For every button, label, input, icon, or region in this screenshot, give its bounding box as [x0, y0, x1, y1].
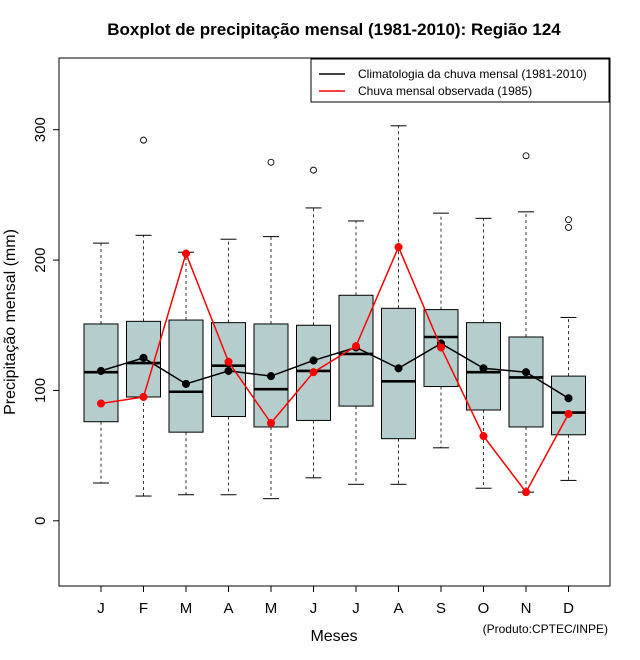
- y-tick-label: 200: [32, 248, 49, 273]
- box: [381, 307, 416, 440]
- observed-point: [181, 249, 191, 258]
- outlier-point: [140, 136, 147, 144]
- climatology-point: [394, 364, 403, 373]
- observed-point: [224, 357, 233, 366]
- legend: Climatologia da chuva mensal (1981-2010)…: [310, 58, 610, 103]
- x-tick-label: A: [223, 600, 233, 617]
- climatology-line: [100, 342, 569, 399]
- product-credit: (Produto:CPTEC/INPE): [483, 622, 608, 636]
- observed-point: [309, 368, 318, 377]
- y-axis-label: Precipitação mensal (mm): [2, 229, 19, 415]
- outlier-point: [267, 158, 275, 166]
- plot-frame: [58, 57, 611, 587]
- x-tick-label: M: [180, 600, 193, 617]
- series-lines: [96, 242, 573, 497]
- chart-title: Boxplot de precipitação mensal (1981-201…: [107, 20, 561, 39]
- observed-point: [479, 432, 488, 441]
- x-tick-label: J: [352, 600, 360, 617]
- climatology-point: [479, 364, 488, 373]
- box: [508, 336, 544, 428]
- observed-point: [564, 409, 573, 418]
- climatology-point: [309, 356, 318, 365]
- y-tick-label: 0: [32, 517, 49, 525]
- box: [296, 324, 331, 421]
- observed-point: [266, 418, 276, 428]
- observed-point: [436, 343, 446, 352]
- observed-point: [351, 342, 361, 351]
- observed-point: [96, 399, 106, 408]
- climatology-point: [181, 379, 191, 388]
- x-tick-label: F: [139, 600, 148, 617]
- outlier-point: [565, 224, 572, 231]
- y-tick-label: 100: [32, 378, 49, 403]
- x-tick-label: S: [436, 600, 446, 617]
- outlier-point: [310, 166, 317, 174]
- outlier-point: [565, 216, 572, 224]
- y-tick-label: 300: [32, 117, 49, 142]
- x-tick-label: N: [521, 600, 532, 617]
- observed-line: [100, 245, 570, 494]
- y-axis: 0 100 200 300: [32, 117, 59, 525]
- legend-box: [310, 58, 610, 103]
- box: [551, 375, 586, 436]
- observed-point: [394, 242, 403, 252]
- climatology-point: [521, 368, 531, 377]
- x-axis-label: Meses: [310, 628, 357, 645]
- x-tick-label: O: [478, 600, 490, 617]
- observed-point: [521, 488, 531, 497]
- climatology-point: [224, 366, 233, 375]
- legend-label-observed: Chuva mensal observada (1985): [358, 84, 532, 98]
- observed-point: [139, 392, 148, 402]
- boxes-group: [83, 89, 586, 500]
- x-tick-label: A: [393, 600, 403, 617]
- x-tick-label: D: [563, 600, 574, 617]
- outlier-point: [522, 152, 530, 160]
- climatology-point: [266, 372, 276, 381]
- x-tick-label: J: [97, 600, 105, 617]
- climatology-point: [96, 366, 106, 375]
- x-tick-label: J: [310, 600, 318, 617]
- climatology-point: [139, 353, 148, 362]
- climatology-point: [564, 394, 573, 403]
- legend-label-climatology: Climatologia da chuva mensal (1981-2010): [358, 67, 587, 81]
- x-tick-label: M: [265, 600, 278, 617]
